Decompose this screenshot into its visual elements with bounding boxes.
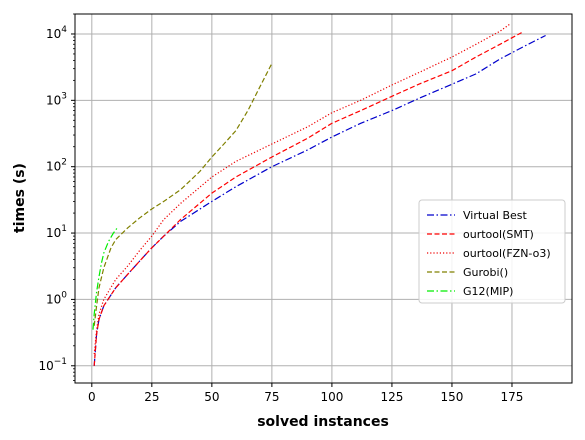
legend-box [418,199,566,304]
x-tick-label: 125 [380,390,403,404]
plot-frame [74,13,573,384]
x-tick-label: 0 [88,390,96,404]
series-line-virtual-best [93,34,546,366]
grid-lines [75,14,572,383]
y-tick-label: 103 [46,91,67,107]
x-tick-label: 50 [204,390,219,404]
y-tick-exponent: −1 [54,357,67,367]
y-tick-exponent: 0 [61,290,67,300]
y-tick-exponent: 1 [61,224,67,234]
x-tick-label: 100 [320,390,343,404]
legend: Virtual Best ourtool(SMT) ourtool(FZN-o3) G… [418,199,566,304]
y-tick-label: 10−1 [38,357,67,373]
x-tick-label: 75 [264,390,279,404]
y-tick-exponent: 2 [61,158,67,168]
y-tick-label: 101 [46,224,67,240]
y-tick-exponent: 3 [61,91,67,101]
y-tick-base: 10 [46,27,61,41]
x-tick-label: 175 [501,390,524,404]
x-axis-ticks: 0 25 50 75 100 125 150 175 [88,383,523,404]
y-tick-label: 100 [46,290,67,306]
legend-label-ourtool-fzn-o3: ourtool(FZN-o3) [463,247,551,260]
series-line-gurobi [93,63,273,326]
y-tick-base: 10 [38,359,53,373]
y-tick-label: 104 [46,25,67,41]
plot-background [75,14,572,383]
y-tick-base: 10 [46,93,61,107]
y-tick-exponent: 4 [61,25,67,35]
y-tick-base: 10 [46,292,61,306]
x-tick-label: 150 [440,390,463,404]
x-tick-label: 25 [144,390,159,404]
series-line-ourtool-smt [93,32,522,366]
legend-label-g12-mip: G12(MIP) [463,285,513,298]
y-tick-base: 10 [46,226,61,240]
legend-label-ourtool-smt: ourtool(SMT) [463,228,534,241]
y-axis-title: times (s) [12,163,28,233]
y-tick-base: 10 [46,160,61,174]
series-lines [92,23,546,366]
series-line-ourtool-fzn-o3 [93,23,510,355]
legend-label-gurobi: Gurobi() [463,266,508,279]
x-axis-title: solved instances [257,414,389,430]
y-tick-label: 102 [46,158,67,174]
series-line-g12-mip [92,226,119,330]
legend-label-virtual-best: Virtual Best [463,209,527,222]
